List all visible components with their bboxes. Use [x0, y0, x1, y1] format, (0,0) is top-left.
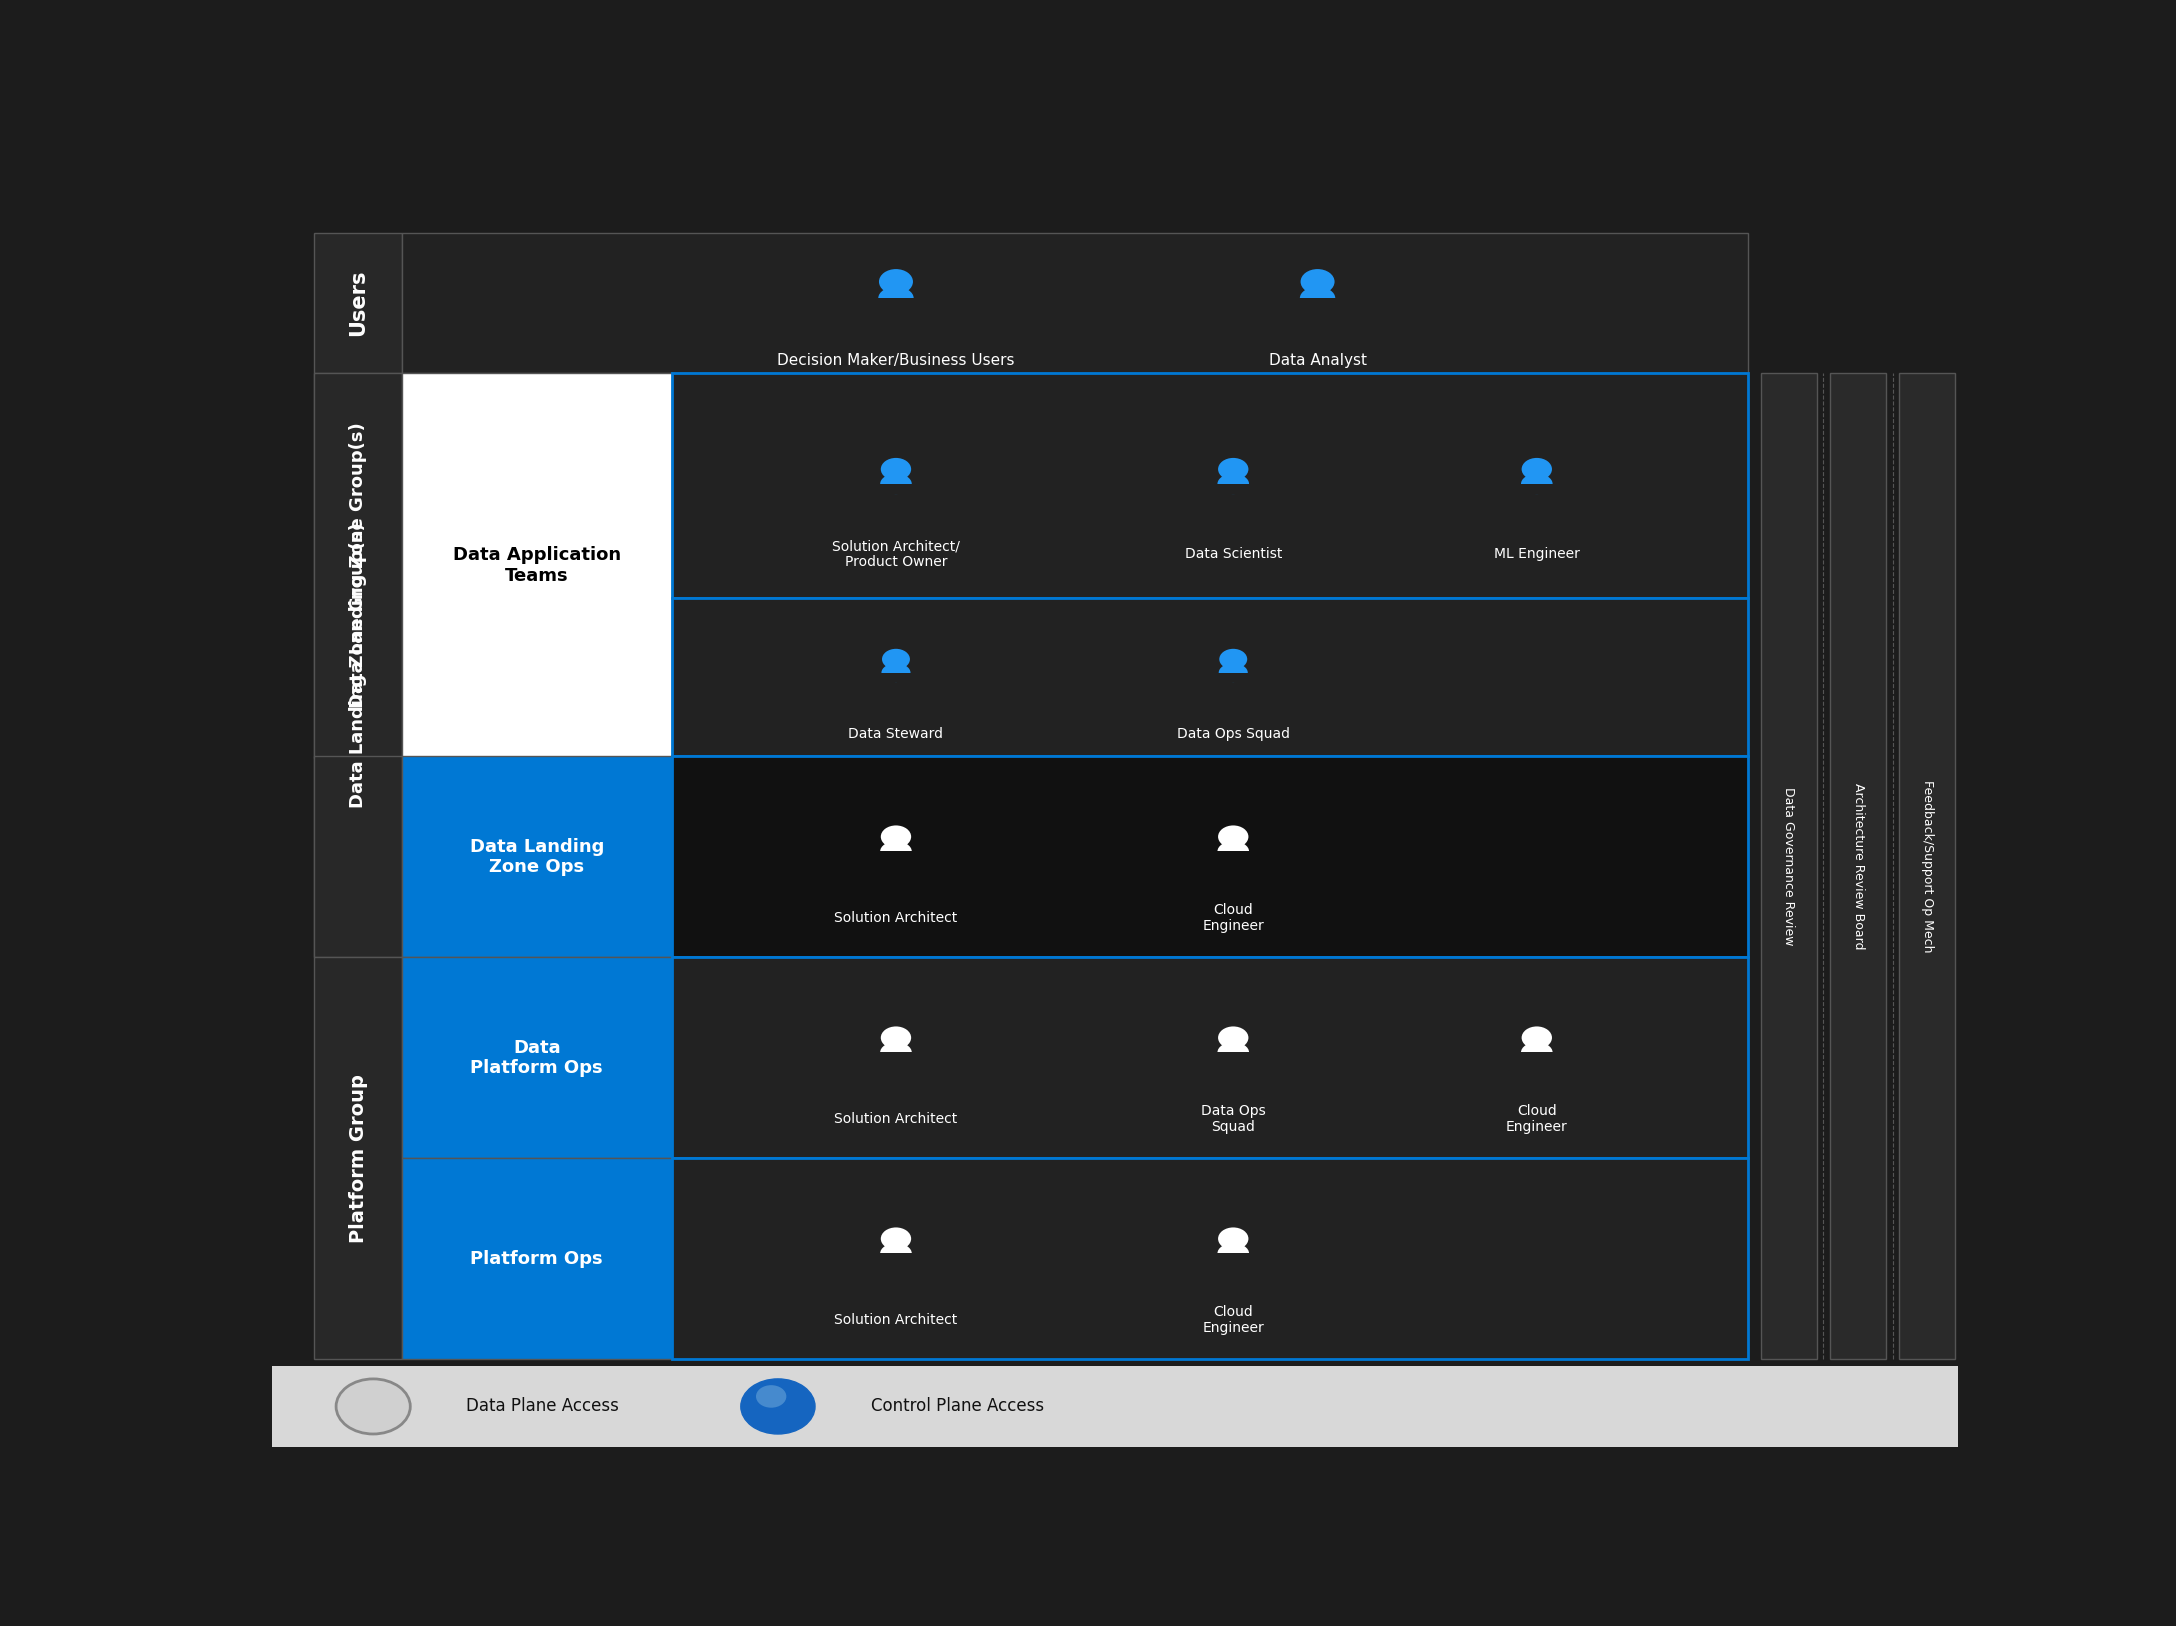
- FancyBboxPatch shape: [272, 195, 1958, 1447]
- Text: Data Plane Access: Data Plane Access: [466, 1397, 618, 1416]
- FancyBboxPatch shape: [313, 756, 403, 958]
- Circle shape: [881, 649, 910, 670]
- Text: Solution Architect: Solution Architect: [833, 911, 957, 925]
- FancyBboxPatch shape: [1900, 372, 1954, 1359]
- Text: Data Landing Zone Group(s): Data Landing Zone Group(s): [348, 423, 368, 709]
- FancyBboxPatch shape: [1214, 1052, 1251, 1063]
- Circle shape: [1521, 459, 1551, 480]
- Ellipse shape: [879, 1244, 912, 1263]
- Circle shape: [1219, 826, 1249, 849]
- Circle shape: [1219, 459, 1249, 480]
- Circle shape: [881, 826, 912, 849]
- Text: Data Analyst: Data Analyst: [1269, 353, 1367, 367]
- Ellipse shape: [881, 663, 910, 681]
- FancyBboxPatch shape: [877, 1254, 914, 1263]
- FancyBboxPatch shape: [403, 1158, 672, 1359]
- FancyBboxPatch shape: [313, 233, 403, 372]
- Text: Solution Architect/
Product Owner: Solution Architect/ Product Owner: [831, 540, 960, 569]
- FancyBboxPatch shape: [1760, 372, 1817, 1359]
- Text: Control Plane Access: Control Plane Access: [870, 1397, 1044, 1416]
- FancyBboxPatch shape: [1297, 298, 1338, 309]
- Ellipse shape: [1216, 841, 1249, 862]
- Circle shape: [755, 1385, 786, 1408]
- Circle shape: [1219, 649, 1247, 670]
- FancyBboxPatch shape: [875, 298, 918, 309]
- FancyBboxPatch shape: [1214, 485, 1251, 494]
- FancyBboxPatch shape: [403, 233, 1747, 372]
- FancyBboxPatch shape: [879, 673, 914, 683]
- Ellipse shape: [879, 841, 912, 862]
- Text: ML Engineer: ML Engineer: [1495, 548, 1580, 561]
- Text: Cloud
Engineer: Cloud Engineer: [1506, 1104, 1567, 1135]
- Circle shape: [879, 268, 914, 294]
- FancyBboxPatch shape: [877, 1052, 914, 1063]
- Circle shape: [740, 1379, 816, 1434]
- FancyBboxPatch shape: [1519, 485, 1556, 494]
- FancyBboxPatch shape: [403, 372, 672, 758]
- FancyBboxPatch shape: [403, 958, 672, 1158]
- FancyBboxPatch shape: [313, 233, 1747, 1359]
- Ellipse shape: [879, 286, 914, 309]
- Text: Solution Architect: Solution Architect: [833, 1314, 957, 1327]
- Ellipse shape: [879, 1042, 912, 1062]
- Circle shape: [881, 1026, 912, 1049]
- Text: Users: Users: [348, 270, 368, 337]
- Ellipse shape: [1521, 473, 1554, 494]
- FancyBboxPatch shape: [1214, 1254, 1251, 1263]
- Text: Architecture Review Board: Architecture Review Board: [1852, 782, 1865, 950]
- Circle shape: [881, 1228, 912, 1250]
- Text: Solution Architect: Solution Architect: [833, 1112, 957, 1127]
- FancyBboxPatch shape: [313, 372, 403, 758]
- FancyBboxPatch shape: [877, 485, 914, 494]
- Ellipse shape: [1216, 1244, 1249, 1263]
- Circle shape: [1219, 1228, 1249, 1250]
- Text: Feedback/Support Op Mech: Feedback/Support Op Mech: [1921, 780, 1934, 953]
- Text: Data Steward: Data Steward: [849, 727, 944, 741]
- Text: Data
Platform Ops: Data Platform Ops: [470, 1039, 603, 1078]
- FancyBboxPatch shape: [272, 1366, 1958, 1447]
- Text: Platform Ops: Platform Ops: [470, 1250, 603, 1268]
- Text: Data Landing
Zone Ops: Data Landing Zone Ops: [470, 837, 605, 876]
- Text: Data Ops
Squad: Data Ops Squad: [1201, 1104, 1266, 1135]
- FancyBboxPatch shape: [672, 756, 1747, 958]
- FancyBboxPatch shape: [1214, 852, 1251, 862]
- Circle shape: [335, 1379, 411, 1434]
- Text: Cloud
Engineer: Cloud Engineer: [1203, 902, 1264, 933]
- Ellipse shape: [1521, 1042, 1554, 1062]
- Text: Data Application
Teams: Data Application Teams: [453, 546, 620, 585]
- Text: Data Ops Squad: Data Ops Squad: [1177, 727, 1290, 741]
- FancyBboxPatch shape: [672, 372, 1747, 598]
- FancyBboxPatch shape: [403, 756, 672, 958]
- FancyBboxPatch shape: [672, 598, 1747, 756]
- Text: Platform Group: Platform Group: [348, 1075, 368, 1242]
- Text: Data Landing Zone Group(s): Data Landing Zone Group(s): [348, 522, 368, 808]
- Text: Data Governance Review: Data Governance Review: [1782, 787, 1795, 945]
- FancyBboxPatch shape: [877, 852, 914, 862]
- Ellipse shape: [1219, 663, 1247, 681]
- Circle shape: [881, 459, 912, 480]
- FancyBboxPatch shape: [672, 1158, 1747, 1359]
- Ellipse shape: [1299, 286, 1336, 309]
- Text: Cloud
Engineer: Cloud Engineer: [1203, 1306, 1264, 1335]
- Circle shape: [1301, 268, 1334, 294]
- Circle shape: [1521, 1026, 1551, 1049]
- Text: Decision Maker/Business Users: Decision Maker/Business Users: [777, 353, 1014, 367]
- FancyBboxPatch shape: [672, 958, 1747, 1158]
- Ellipse shape: [1216, 1042, 1249, 1062]
- FancyBboxPatch shape: [313, 372, 403, 958]
- FancyBboxPatch shape: [1830, 372, 1887, 1359]
- Ellipse shape: [1216, 473, 1249, 494]
- Circle shape: [1219, 1026, 1249, 1049]
- Ellipse shape: [879, 473, 912, 494]
- FancyBboxPatch shape: [1216, 673, 1251, 683]
- Text: Data Scientist: Data Scientist: [1184, 548, 1282, 561]
- FancyBboxPatch shape: [313, 958, 403, 1359]
- FancyBboxPatch shape: [1519, 1052, 1556, 1063]
